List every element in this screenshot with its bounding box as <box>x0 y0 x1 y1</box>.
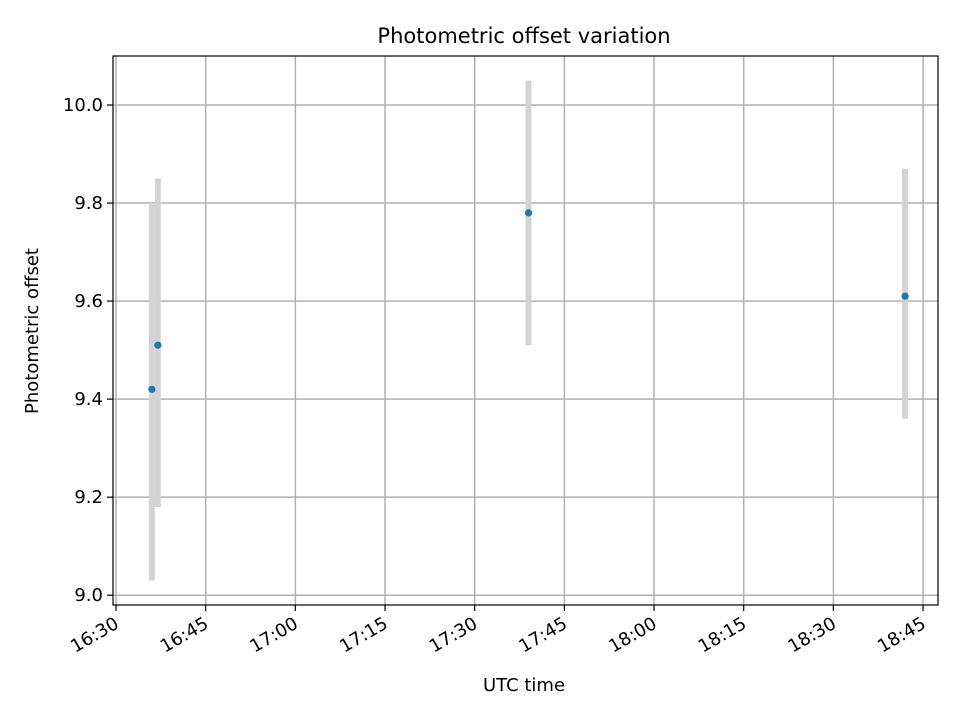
y-tick-label: 9.0 <box>74 585 103 606</box>
data-point <box>901 292 909 300</box>
x-tick-label: 17:30 <box>426 613 481 657</box>
error-bars <box>148 80 909 581</box>
x-tick-label: 18:00 <box>605 613 660 657</box>
y-tick-label: 9.6 <box>74 291 103 312</box>
plot-frame <box>112 55 939 606</box>
x-tick-label: 18:15 <box>695 613 750 657</box>
x-axis-label: UTC time <box>483 675 565 696</box>
x-tick-label: 18:30 <box>784 613 839 657</box>
x-tick-label: 16:45 <box>157 613 212 657</box>
x-tick-label: 17:15 <box>336 613 391 657</box>
x-tick-label: 17:45 <box>515 613 570 657</box>
y-tick-label: 9.2 <box>74 487 103 508</box>
y-tick-label: 10.0 <box>63 95 103 116</box>
data-points <box>148 209 909 393</box>
data-point <box>524 209 533 217</box>
y-tick-label: 9.8 <box>74 193 103 214</box>
x-tick-label: 16:30 <box>67 613 122 657</box>
x-tick-label: 17:00 <box>246 613 301 657</box>
chart-title: Photometric offset variation <box>377 24 670 48</box>
x-tick-label: 18:45 <box>874 613 929 657</box>
y-axis-label: Photometric offset <box>22 248 43 414</box>
data-point <box>148 385 156 393</box>
x-axis-ticks: 16:30 16:45 17:00 17:15 17:30 17:45 18:00 18:15… <box>67 605 930 657</box>
y-axis-ticks: 9.0 9.2 9.4 9.6 9.8 10.0 <box>63 95 113 606</box>
y-tick-label: 9.4 <box>74 389 103 410</box>
data-point <box>154 341 162 349</box>
